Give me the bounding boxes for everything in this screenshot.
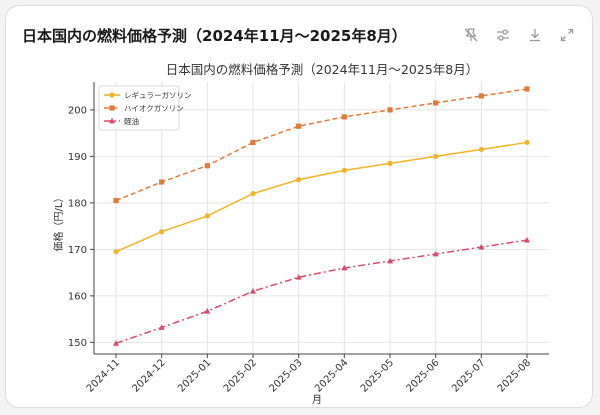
x-tick-label: 2025-04 [313, 357, 350, 394]
legend-item: レギュラーガソリン [104, 90, 192, 100]
legend-label: レギュラーガソリン [124, 90, 192, 100]
legend-box [98, 85, 180, 131]
data-point [250, 139, 256, 146]
data-point [296, 123, 302, 129]
x-tick-label: 2025-06 [404, 357, 441, 394]
axes [93, 82, 549, 355]
data-point [250, 190, 256, 197]
card-title: 日本国内の燃料価格予測（2024年11月～2025年8月） [22, 26, 407, 45]
x-tick-label: 2025-01 [176, 357, 213, 394]
series-1 [113, 86, 530, 204]
pin-off-button[interactable] [462, 26, 480, 44]
legend-marker [109, 92, 115, 98]
legend-marker [109, 105, 115, 111]
y-tick-label: 170 [68, 245, 87, 256]
x-tick-label: 2025-08 [496, 357, 533, 394]
legend-marker [109, 117, 115, 124]
data-point [387, 257, 393, 264]
series-group [113, 86, 530, 346]
y-tick-label: 150 [68, 338, 87, 349]
data-point [341, 114, 347, 120]
x-axis-ticks: 2024-11 2024-12 2025-01 2025-02 2025-03 2025-… [85, 354, 533, 395]
adjust-button[interactable] [494, 26, 512, 44]
chart-area: 日本国内の燃料価格予測（2024年11月～2025年8月） 150 160 170 1… [6, 56, 594, 406]
data-point [204, 163, 210, 169]
legend-item: ハイオクガソリン [104, 103, 184, 113]
x-tick-label: 2024-12 [130, 357, 167, 394]
y-axis-label: 価格（円/L） [52, 193, 65, 252]
y-tick-label: 160 [68, 291, 87, 302]
data-point [524, 86, 530, 92]
x-tick-label: 2024-11 [85, 357, 122, 394]
data-point [433, 153, 439, 159]
data-point [204, 213, 210, 219]
x-tick-label: 2025-03 [267, 357, 304, 394]
series-line [115, 239, 528, 345]
series-line [115, 141, 528, 253]
data-point [296, 177, 302, 183]
series-2 [113, 236, 530, 346]
line-chart: 日本国内の燃料価格予測（2024年11月～2025年8月） 1501601701… [52, 62, 549, 406]
legend-label: ハイオクガソリン [124, 103, 184, 113]
data-point [387, 107, 393, 113]
expand-button[interactable] [558, 26, 576, 44]
data-point [524, 236, 530, 243]
data-point [204, 308, 211, 314]
data-point [478, 93, 484, 99]
data-point [159, 179, 165, 185]
series-line [115, 88, 528, 202]
y-axis-ticks: 150 160 170 180 190 200 [68, 105, 94, 349]
data-point [295, 274, 302, 280]
data-point [113, 249, 119, 255]
data-point [113, 197, 119, 204]
data-point [433, 100, 439, 106]
y-tick-label: 180 [68, 198, 87, 209]
data-point [478, 243, 485, 250]
data-point [250, 288, 256, 294]
y-tick-label: 200 [68, 105, 87, 116]
x-tick-label: 2025-02 [222, 357, 259, 394]
data-point [159, 229, 165, 235]
sliders-icon [497, 29, 509, 41]
data-point [524, 139, 530, 146]
x-tick-label: 2025-05 [359, 357, 396, 394]
data-point [113, 340, 119, 346]
chart-card: 日本国内の燃料価格予測（2024年11月～2025年8月） [5, 5, 593, 408]
data-point [158, 324, 165, 330]
download-button[interactable] [526, 26, 544, 44]
legend-label: 軽油 [124, 116, 139, 126]
data-point [387, 160, 393, 166]
data-point [341, 167, 347, 173]
pin-off-icon [464, 28, 478, 42]
x-tick-label: 2025-07 [450, 357, 487, 394]
chart-title: 日本国内の燃料価格予測（2024年11月～2025年8月） [166, 62, 478, 77]
data-point [432, 250, 439, 257]
y-tick-label: 190 [68, 152, 87, 163]
data-point [341, 264, 348, 271]
x-axis-label: 月 [312, 394, 322, 406]
legend-item: 軽油 [104, 116, 139, 126]
series-0 [113, 139, 530, 255]
data-point [478, 146, 484, 153]
download-icon [530, 29, 540, 42]
card-header: 日本国内の燃料価格予測（2024年11月～2025年8月） [22, 22, 576, 48]
expand-icon [560, 28, 574, 42]
toolbar [462, 26, 576, 44]
